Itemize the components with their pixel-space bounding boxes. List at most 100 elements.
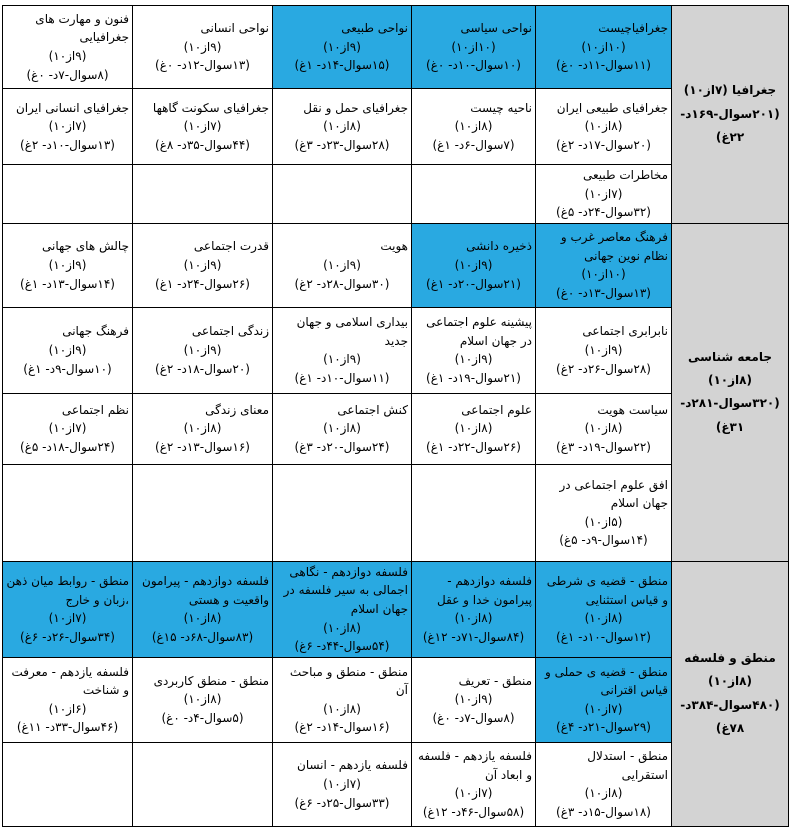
topic-title: نواحی سیاسی: [460, 21, 533, 36]
topic-stats: (۱۱سوال-۱۰د- ۱غ): [294, 370, 390, 385]
topic-score: (۸از۱۰): [323, 421, 361, 436]
topic-cell: بیداری اسلامی و جهان جدید (۹از۱۰) (۱۱سوا…: [272, 306, 412, 394]
topic-score: (۹از۱۰): [48, 49, 87, 63]
topic-stats: (۸۴سوال-۷۱د- ۱۲غ): [422, 629, 525, 644]
section-stats: (۲۰۱سوال-۱۶۹د-۲۲غ): [680, 106, 780, 145]
topic-score: (۹از۱۰): [584, 342, 623, 357]
topic-title: فلسفه یازدهم - انسان: [297, 758, 408, 773]
topic-cell: معنای زندگی (۸از۱۰) (۱۶سوال-۱۳د- ۲غ): [132, 392, 273, 465]
topic-title: مخاطرات طبیعی: [582, 168, 668, 182]
table-row: جغرافیا (۷از۱۰) (۲۰۱سوال-۱۶۹د-۲۲غ) جغرافی…: [2, 5, 789, 224]
topic-title: فرهنگ جهانی: [62, 324, 129, 339]
topic-cell: منطق - قضیه ی حملی و قیاس اقترانی (۷از۱۰…: [535, 656, 672, 743]
topic-score: (۱۰از۱۰): [451, 39, 496, 54]
topic-score: (۷از۱۰): [584, 701, 623, 716]
topic-score: (۸از۱۰): [584, 119, 623, 134]
topic-cell: نواحی طبیعی (۹از۱۰) (۱۵سوال-۱۴د- ۱غ): [272, 5, 412, 89]
topic-title: جغرافیاچیست: [598, 21, 668, 36]
topic-cell: کنش اجتماعی (۸از۱۰) (۲۴سوال-۲۰د- ۳غ): [272, 392, 412, 465]
topic-title: منطق - تعریف: [458, 673, 532, 688]
topic-stats: (۱۵سوال-۱۴د- ۱غ): [294, 58, 390, 73]
table-row: افق علوم اجتماعی در جهان اسلام (۵از۱۰) (…: [2, 463, 789, 562]
empty-cell: [132, 741, 273, 827]
topic-title: نواحی طبیعی: [341, 21, 408, 36]
empty-cell: [2, 164, 133, 224]
topic-title: فلسفه دوازدهم - نگاهی اجمالی به سیر فلسف…: [283, 564, 408, 616]
topic-title: معنای زندگی: [205, 402, 269, 417]
empty-cell: [272, 164, 412, 224]
topic-title: هویت: [380, 239, 408, 254]
topic-stats: (۳۰سوال-۲۸د- ۲غ): [294, 276, 390, 291]
topic-title: منطق - منطق کاربردی: [153, 673, 269, 688]
topic-title: فلسفه دوازدهم - پیرامون واقعیت و هستی: [142, 574, 269, 607]
topic-score: (۸از۱۰): [183, 692, 222, 707]
topic-cell: سیاست هویت (۸از۱۰) (۲۲سوال-۱۹د- ۳غ): [535, 392, 672, 465]
topic-cell: نابرابری اجتماعی (۹از۱۰) (۲۸سوال-۲۶د- ۲غ…: [535, 306, 672, 394]
topic-score: (۹از۱۰): [454, 257, 493, 272]
section-title: جغرافیا (۷از۱۰): [683, 83, 777, 98]
topic-stats: (۲۴سوال-۲۰د- ۳غ): [294, 440, 390, 455]
section-stats: (۳۲۰سوال-۲۸۱د-۳۱غ): [680, 396, 780, 434]
topic-score: (۸از۱۰): [584, 421, 623, 436]
topic-score: (۸از۱۰): [183, 611, 222, 626]
topic-score: (۷از۱۰): [584, 186, 623, 201]
table-row: سیاست هویت (۸از۱۰) (۲۲سوال-۱۹د- ۳غ) علوم…: [2, 392, 789, 465]
topic-score: (۹از۱۰): [183, 342, 222, 357]
score-report-table: جغرافیا (۷از۱۰) (۲۰۱سوال-۱۶۹د-۲۲غ) جغرافی…: [2, 5, 789, 827]
topic-stats: (۲۲سوال-۱۹د- ۳غ): [556, 440, 651, 455]
topic-stats: (۲۱سوال-۲۰د- ۱غ): [426, 276, 521, 291]
topic-stats: (۲۴سوال-۱۸د- ۵غ): [20, 440, 115, 455]
topic-cell: فلسفه دوازدهم - پیرامون خدا و عقل (۸از۱۰…: [411, 560, 536, 658]
empty-cell: [411, 164, 536, 224]
table-row: منطق - استدلال استقرایی (۸از۱۰) (۱۸سوال-…: [2, 741, 789, 827]
topic-title: فلسفه یازدهم - فلسفه و ابعاد آن: [417, 749, 532, 782]
topic-title: فلسفه یازدهم - معرفت و شناخت: [11, 664, 130, 698]
topic-score: (۱۰از۱۰): [581, 267, 626, 282]
topic-stats: (۱۸سوال-۱۵د- ۳غ): [556, 804, 651, 819]
table-row: منطق - قضیه ی حملی و قیاس اقترانی (۷از۱۰…: [2, 656, 789, 743]
topic-stats: (۲۰سوال-۱۷د- ۲غ): [556, 137, 651, 152]
topic-stats: (۱۳سوال-۱۰د- ۲غ): [20, 137, 115, 152]
topic-title: فرهنگ معاصر غرب و نظام نوین جهانی: [560, 230, 668, 263]
topic-score: (۸از۱۰): [454, 119, 493, 134]
section-header-logic-philosophy: منطق و فلسفه (۸از۱۰) (۴۸۰سوال-۳۸۴د-۷۸غ): [671, 560, 789, 827]
topic-score: (۸از۱۰): [584, 611, 623, 626]
topic-score: (۸از۱۰): [183, 421, 222, 436]
topic-stats: (۲۸سوال-۲۶د- ۲غ): [556, 361, 651, 376]
topic-cell: منطق - تعریف (۹از۱۰) (۸سوال-۷د- ۰غ): [411, 656, 536, 743]
topic-cell: جغرافیای حمل و نقل (۸از۱۰) (۲۸سوال-۲۳د- …: [272, 88, 412, 165]
topic-score: (۹از۱۰): [48, 257, 87, 272]
topic-stats: (۱۶سوال-۱۳د- ۲غ): [155, 440, 250, 455]
topic-cell: قدرت اجتماعی (۹از۱۰) (۲۶سوال-۲۴د- ۱غ): [132, 222, 273, 308]
topic-stats: (۳۳سوال-۲۵د- ۶غ): [294, 795, 390, 810]
topic-score: (۸از۱۰): [454, 611, 493, 626]
table-row: نابرابری اجتماعی (۹از۱۰) (۲۸سوال-۲۶د- ۲غ…: [2, 306, 789, 394]
topic-score: (۹از۱۰): [454, 692, 493, 707]
topic-cell: فلسفه یازدهم - انسان (۷از۱۰) (۳۳سوال-۲۵د…: [272, 741, 412, 827]
topic-score: (۸از۱۰): [323, 119, 361, 134]
topic-stats: (۱۴سوال-۱۳د- ۱غ): [20, 276, 115, 291]
topic-cell: افق علوم اجتماعی در جهان اسلام (۵از۱۰) (…: [535, 463, 672, 562]
topic-stats: (۴۴سوال-۳۵د- ۸غ): [155, 137, 250, 152]
section-title: منطق و فلسفه (۸از۱۰): [684, 650, 776, 689]
topic-cell: فرهنگ جهانی (۹از۱۰) (۱۰سوال-۹د- ۱غ): [2, 306, 133, 394]
topic-score: (۷از۱۰): [183, 119, 222, 134]
topic-title: قدرت اجتماعی: [193, 239, 269, 254]
topic-score: (۹از۱۰): [323, 257, 361, 272]
topic-score: (۷از۱۰): [323, 776, 361, 791]
topic-cell: فلسفه یازدهم - فلسفه و ابعاد آن (۷از۱۰) …: [411, 741, 536, 827]
topic-stats: (۸۳سوال-۶۸د- ۱۵غ): [151, 629, 254, 644]
topic-title: بیداری اسلامی و جهان جدید: [296, 315, 408, 348]
topic-stats: (۸سوال-۷د- ۰غ): [432, 711, 515, 726]
topic-stats: (۸سوال-۷د- ۰غ): [26, 67, 109, 82]
topic-stats: (۲۱سوال-۱۹د- ۱غ): [426, 370, 521, 385]
section-header-sociology: جامعه شناسی (۸از۱۰) (۳۲۰سوال-۲۸۱د-۳۱غ): [671, 222, 789, 562]
topic-cell: منطق - روابط میان ذهن ،زبان و خارج (۷از۱…: [2, 560, 133, 658]
section-stats: (۴۸۰سوال-۳۸۴د-۷۸غ): [680, 697, 780, 736]
topic-cell: نظم اجتماعی (۷از۱۰) (۲۴سوال-۱۸د- ۵غ): [2, 392, 133, 465]
topic-cell: ذخیره دانشی (۹از۱۰) (۲۱سوال-۲۰د- ۱غ): [411, 222, 536, 308]
topic-stats: (۳۴سوال-۲۶د- ۶غ): [20, 629, 115, 644]
topic-title: جغرافیای سکونت گاهها: [152, 100, 269, 115]
topic-score: (۷از۱۰): [48, 119, 87, 134]
topic-stats: (۲۹سوال-۲۱د- ۴غ): [556, 720, 651, 735]
